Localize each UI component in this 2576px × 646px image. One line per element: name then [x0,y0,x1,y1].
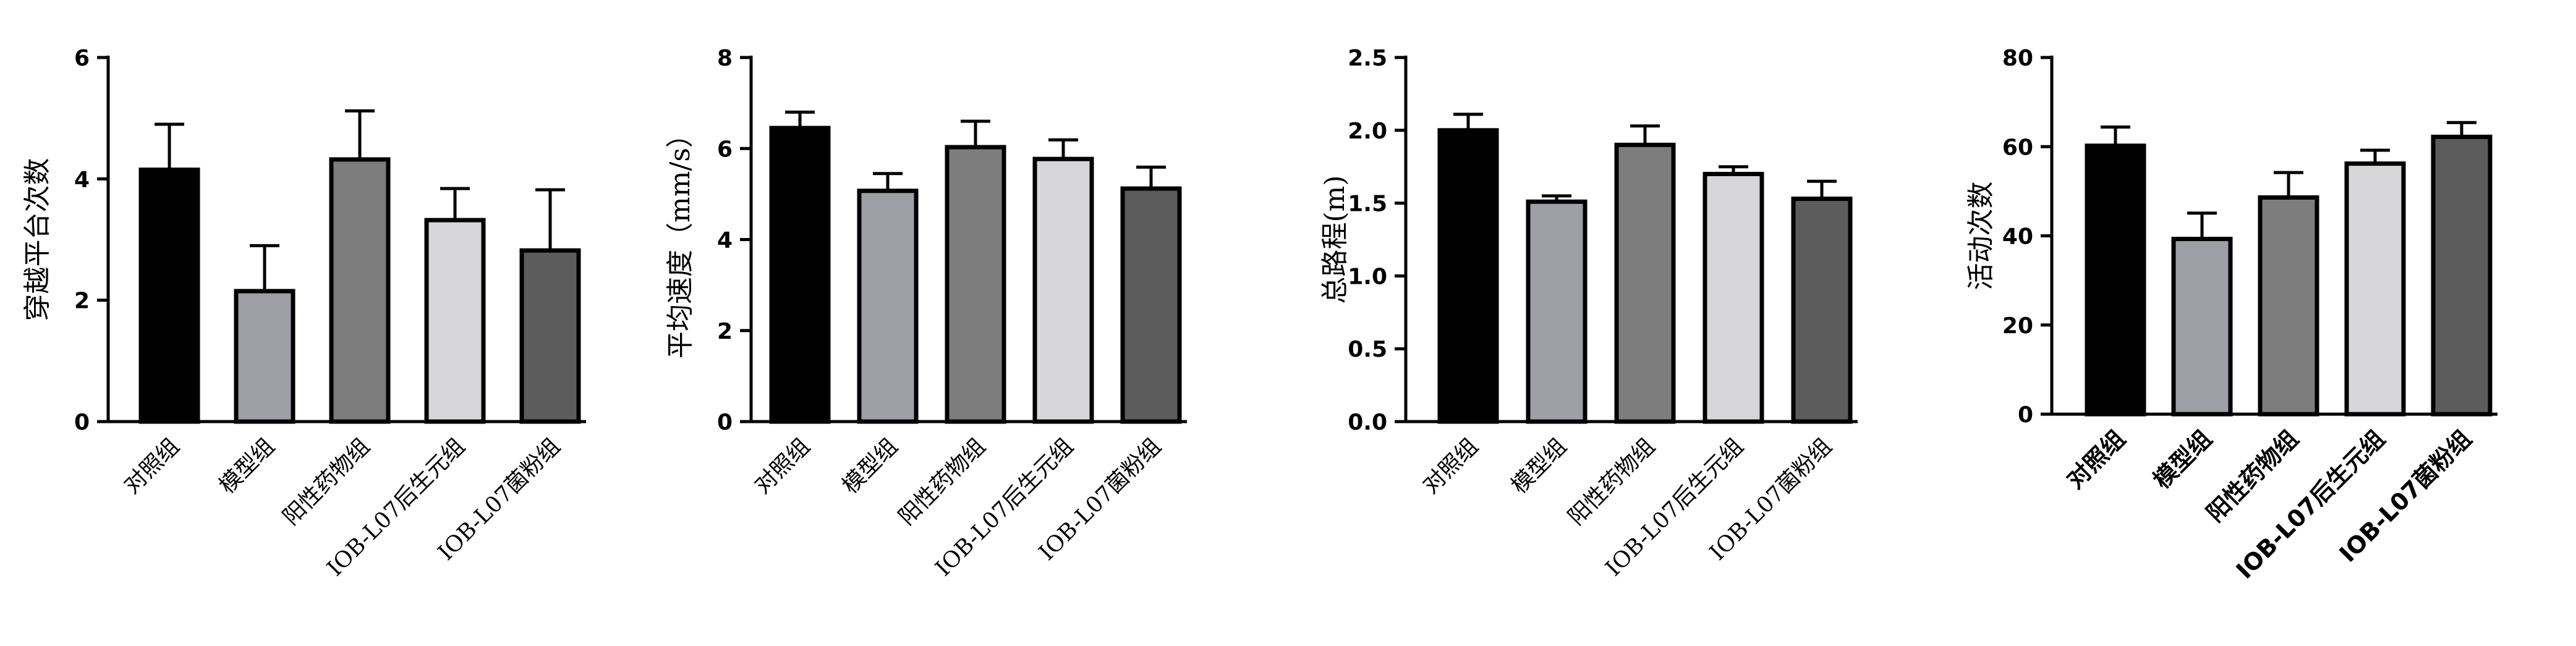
bar-1 [1437,128,1499,424]
y-tick-label: 40 [2002,224,2033,250]
y-tick-label: 2.0 [1348,119,1387,144]
bar-4 [1702,171,1764,424]
y-tick-label: 20 [2002,313,2033,339]
y-tick-label: 0.5 [1348,337,1387,362]
bar-4 [2344,161,2406,417]
y-tick-label: 8 [717,46,733,71]
y-tick-label: 0 [2018,402,2033,428]
bar-4 [1032,156,1094,424]
bar-5 [519,248,581,424]
bar-5 [1120,186,1182,424]
y-tick-label: 1.5 [1348,192,1387,217]
bar-1 [2085,143,2146,417]
y-tick-label: 2.5 [1348,46,1387,71]
y-tick-label: 2 [74,289,90,314]
x-category-label: 模型组 [1507,433,1571,498]
bar-2 [857,189,919,424]
x-category-label: 阳性药物组 [278,433,375,530]
x-category-label: 对照组 [119,433,184,498]
y-axis-title: 平均速度（mm/s） [665,121,696,359]
bar-2 [2171,237,2233,417]
y-axis-title: 穿越平台次数 [22,158,53,321]
y-tick-label: 0 [74,410,90,435]
y-tick-label: 6 [717,137,733,162]
y-axis-title: 总路程(m) [1319,175,1351,304]
y-tick-label: 2 [717,319,733,344]
y-tick-label: 0.0 [1348,410,1387,435]
bar-3 [945,145,1006,424]
y-tick-label: 0 [717,410,733,435]
y-tick-label: 1.0 [1348,264,1387,289]
x-category-label: 阳性药物组 [894,433,990,530]
bar-3 [1614,142,1676,424]
x-category-label: 模型组 [838,433,903,498]
bar-1 [138,168,200,424]
x-category-label: 阳性药物组 [1563,433,1660,530]
x-category-label: 对照组 [2062,425,2131,494]
y-tick-label: 60 [2002,135,2033,160]
y-axis-title: 活动次数 [1965,182,1997,291]
bar-2 [1526,199,1588,424]
bar-3 [329,157,391,424]
y-tick-label: 4 [74,167,90,192]
bar-1 [769,125,831,424]
bar-2 [234,289,295,424]
y-tick-label: 6 [74,46,90,71]
x-category-label: 模型组 [215,433,279,498]
bar-4 [424,218,486,424]
x-category-label: 对照组 [1418,433,1483,498]
bar-3 [2258,195,2319,417]
x-category-label: 模型组 [2148,425,2217,494]
y-tick-label: 4 [717,228,733,253]
bar-5 [2431,134,2493,417]
y-tick-label: 80 [2002,46,2033,71]
bar-5 [1791,197,1853,424]
x-category-label: IOB-L07后生元组 [2231,425,2391,584]
x-category-label: 对照组 [750,433,815,498]
